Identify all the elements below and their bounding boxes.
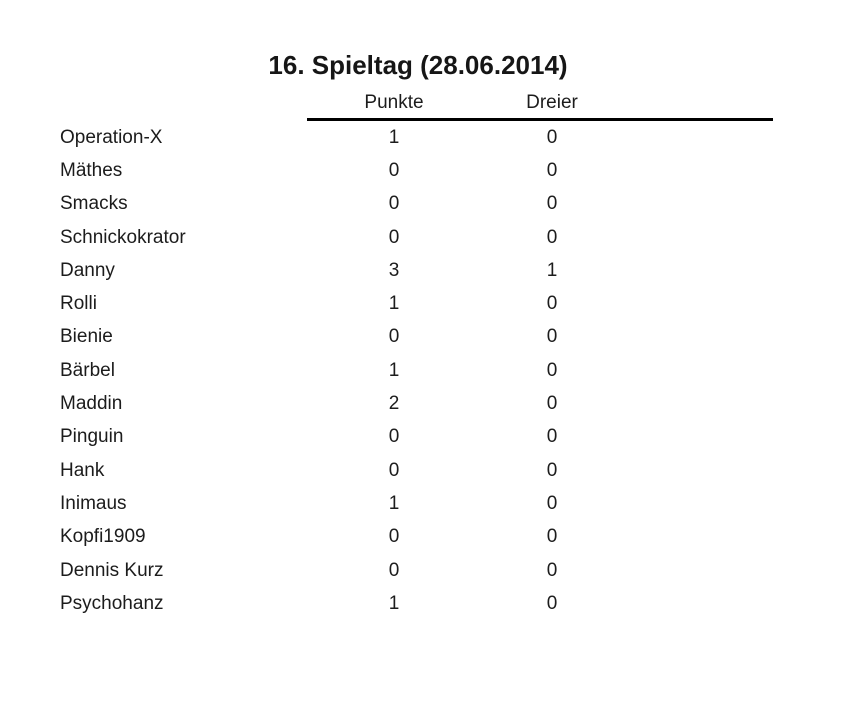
dreier-value: 0 xyxy=(546,426,558,448)
punkte-value: 1 xyxy=(388,126,400,148)
dreier-value: 0 xyxy=(546,159,558,181)
table-row: Dennis Kurz 0 0 xyxy=(0,554,857,587)
table-row: Mäthes 0 0 xyxy=(0,154,857,187)
page-title: 16. Spieltag (28.06.2014) xyxy=(268,50,568,80)
dreier-value: 0 xyxy=(546,359,558,381)
dreier-value: 0 xyxy=(546,492,558,514)
dreier-value: 0 xyxy=(546,592,558,614)
player-name: Dennis Kurz xyxy=(60,559,164,581)
table-row: Hank 0 0 xyxy=(0,454,857,487)
dreier-value: 0 xyxy=(546,326,558,348)
player-name: Schnickokrator xyxy=(60,226,186,248)
player-name: Operation-X xyxy=(60,126,163,148)
dreier-value: 0 xyxy=(546,226,558,248)
player-name: Bärbel xyxy=(60,359,115,381)
player-name: Smacks xyxy=(60,193,128,215)
punkte-value: 1 xyxy=(388,592,400,614)
player-name: Inimaus xyxy=(60,492,127,514)
player-name: Pinguin xyxy=(60,426,124,448)
punkte-value: 0 xyxy=(388,226,400,248)
player-name: Maddin xyxy=(60,393,123,415)
dreier-value: 0 xyxy=(546,393,558,415)
table-row: Psychohanz 1 0 xyxy=(0,587,857,620)
player-name: Bienie xyxy=(60,326,113,348)
punkte-value: 0 xyxy=(388,459,400,481)
punkte-value: 0 xyxy=(388,426,400,448)
punkte-value: 3 xyxy=(388,259,400,281)
dreier-value: 1 xyxy=(546,259,558,281)
player-name: Hank xyxy=(60,459,105,481)
table-row: Kopfi1909 0 0 xyxy=(0,521,857,554)
table-row: Rolli 1 0 xyxy=(0,287,857,320)
dreier-value: 0 xyxy=(546,193,558,215)
table-row: Operation-X 1 0 xyxy=(0,121,857,154)
punkte-value: 0 xyxy=(388,159,400,181)
punkte-value: 0 xyxy=(388,193,400,215)
player-name: Mäthes xyxy=(60,159,123,181)
punkte-value: 1 xyxy=(388,359,400,381)
table-row: Bärbel 1 0 xyxy=(0,354,857,387)
dreier-value: 0 xyxy=(546,459,558,481)
table-row: Pinguin 0 0 xyxy=(0,421,857,454)
dreier-value: 0 xyxy=(546,559,558,581)
table-row: Inimaus 1 0 xyxy=(0,487,857,520)
table-row: Danny 3 1 xyxy=(0,254,857,287)
player-name: Danny xyxy=(60,259,115,281)
table-row: Smacks 0 0 xyxy=(0,188,857,221)
player-name: Rolli xyxy=(60,293,97,315)
table-row: Schnickokrator 0 0 xyxy=(0,221,857,254)
punkte-value: 1 xyxy=(388,293,400,315)
table-row: Maddin 2 0 xyxy=(0,387,857,420)
punkte-value: 0 xyxy=(388,559,400,581)
punkte-value: 0 xyxy=(388,526,400,548)
results-table: Operation-X 1 0 Mäthes 0 0 Smacks 0 0 Sc… xyxy=(0,121,857,620)
column-header-dreier: Dreier xyxy=(526,92,578,113)
dreier-value: 0 xyxy=(546,293,558,315)
column-header-punkte: Punkte xyxy=(364,92,424,113)
punkte-value: 0 xyxy=(388,326,400,348)
table-row: Bienie 0 0 xyxy=(0,321,857,354)
dreier-value: 0 xyxy=(546,126,558,148)
player-name: Kopfi1909 xyxy=(60,526,146,548)
punkte-value: 2 xyxy=(388,393,400,415)
dreier-value: 0 xyxy=(546,526,558,548)
player-name: Psychohanz xyxy=(60,592,164,614)
punkte-value: 1 xyxy=(388,492,400,514)
header-rule xyxy=(307,118,773,121)
